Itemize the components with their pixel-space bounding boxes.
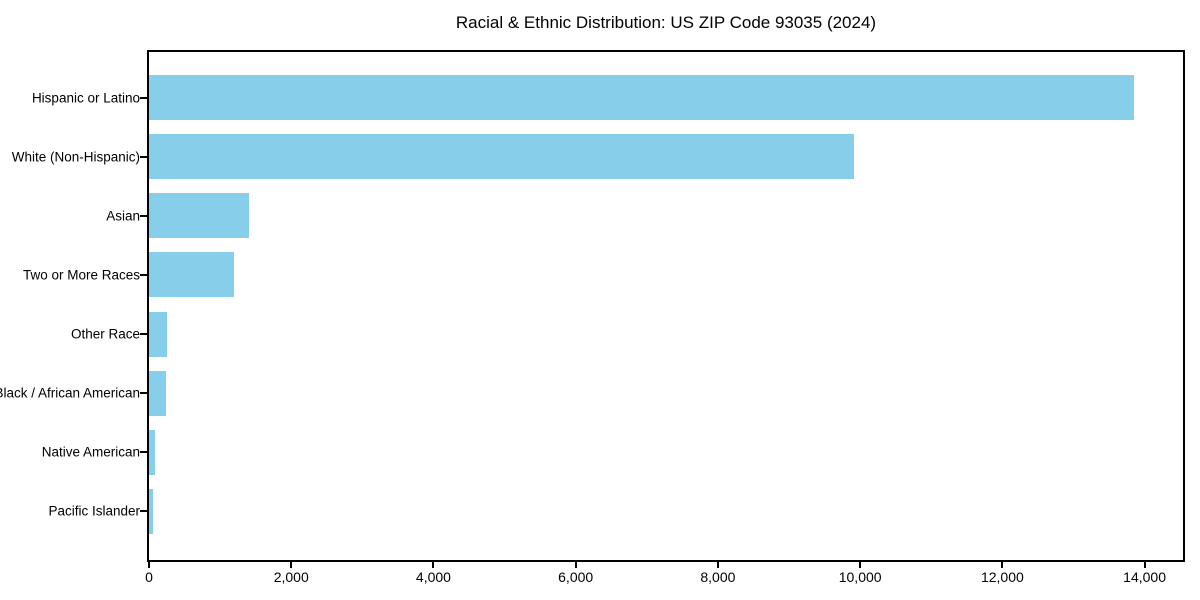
bar <box>149 134 854 180</box>
x-tick-label: 12,000 <box>980 569 1024 585</box>
x-tick-mark <box>574 562 577 568</box>
plot-area: Hispanic or Latino White (Non-Hispanic) As… <box>0 50 1185 585</box>
bar <box>149 75 1134 121</box>
chart-row: Native American <box>42 423 1183 482</box>
y-tick-mark <box>140 155 147 158</box>
x-tick-mark <box>1143 562 1146 568</box>
x-tick-mark <box>432 562 435 568</box>
x-tick-label: 0 <box>145 569 153 585</box>
x-tick-mark <box>1001 562 1004 568</box>
x-tick-label: 8,000 <box>700 569 736 585</box>
y-tick-mark <box>140 392 147 395</box>
y-tick-mark <box>140 273 147 276</box>
y-axis-label: Other Race <box>70 326 140 342</box>
chart-row: Hispanic or Latino <box>32 68 1183 127</box>
bar <box>149 488 153 534</box>
y-axis-label: Pacific Islander <box>48 503 140 519</box>
x-tick-label: 10,000 <box>838 569 882 585</box>
chart-row: Pacific Islander <box>48 482 1183 541</box>
chart-row: White (Non-Hispanic) <box>12 127 1183 186</box>
y-tick-mark <box>140 214 147 217</box>
x-tick-label: 2,000 <box>273 569 309 585</box>
x-tick-label: 6,000 <box>558 569 594 585</box>
y-axis-label: Native American <box>41 444 140 460</box>
x-tick-mark <box>148 562 150 568</box>
bar <box>149 252 234 298</box>
y-axis-label: White (Non-Hispanic) <box>11 149 140 165</box>
y-tick-mark <box>140 96 147 99</box>
bar <box>149 311 167 357</box>
x-tick-mark <box>716 562 719 568</box>
bars-container: Hispanic or Latino White (Non-Hispanic) As… <box>0 52 1183 560</box>
y-tick-mark <box>140 510 147 513</box>
bar <box>149 193 249 239</box>
bar <box>149 429 156 475</box>
chart-row: Asian <box>106 186 1183 245</box>
x-tick-mark <box>859 562 862 568</box>
y-tick-mark <box>140 333 147 336</box>
bar <box>149 370 166 416</box>
y-axis-label: Two or More Races <box>22 267 140 283</box>
y-axis-label: Asian <box>106 208 140 224</box>
x-tick-label: 4,000 <box>415 569 451 585</box>
chart-row: Other Race <box>71 305 1183 364</box>
chart-row: Two or More Races <box>23 245 1183 304</box>
chart-row: Black / African American <box>0 364 1183 423</box>
y-tick-mark <box>140 451 147 454</box>
y-axis-label: Black / African American <box>0 385 140 401</box>
chart-title: Racial & Ethnic Distribution: US ZIP Cod… <box>455 13 877 32</box>
y-axis-label: Hispanic or Latino <box>31 90 140 106</box>
x-tick-mark <box>290 562 293 568</box>
x-tick-label: 14,000 <box>1123 569 1167 585</box>
